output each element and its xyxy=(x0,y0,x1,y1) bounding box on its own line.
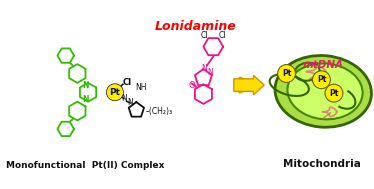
Circle shape xyxy=(313,71,330,89)
Text: N: N xyxy=(82,81,89,90)
Text: N: N xyxy=(208,68,214,77)
Circle shape xyxy=(325,84,343,102)
Text: NH: NH xyxy=(135,83,147,92)
Text: Pt: Pt xyxy=(282,69,291,78)
Circle shape xyxy=(278,65,295,82)
Text: Lonidamine: Lonidamine xyxy=(154,20,236,33)
Text: Cl: Cl xyxy=(200,31,208,40)
Text: N: N xyxy=(121,94,127,103)
Text: Pt: Pt xyxy=(110,88,120,97)
Text: N: N xyxy=(82,95,89,104)
Text: N: N xyxy=(127,98,133,107)
Circle shape xyxy=(107,84,123,101)
Text: –(CH₂)₃: –(CH₂)₃ xyxy=(145,107,172,116)
Text: Pt: Pt xyxy=(317,75,326,84)
Text: Monofunctional  Pt(II) Complex: Monofunctional Pt(II) Complex xyxy=(6,161,165,170)
Text: Mitochondria: Mitochondria xyxy=(282,159,361,169)
Text: N: N xyxy=(202,64,207,73)
Text: Pt: Pt xyxy=(329,89,338,98)
Text: mtDNA: mtDNA xyxy=(303,60,344,70)
Text: Cl: Cl xyxy=(218,31,226,40)
FancyArrow shape xyxy=(234,75,264,95)
Ellipse shape xyxy=(288,63,363,119)
Text: O: O xyxy=(188,81,195,90)
Ellipse shape xyxy=(275,56,371,127)
Text: Cl: Cl xyxy=(123,78,132,87)
